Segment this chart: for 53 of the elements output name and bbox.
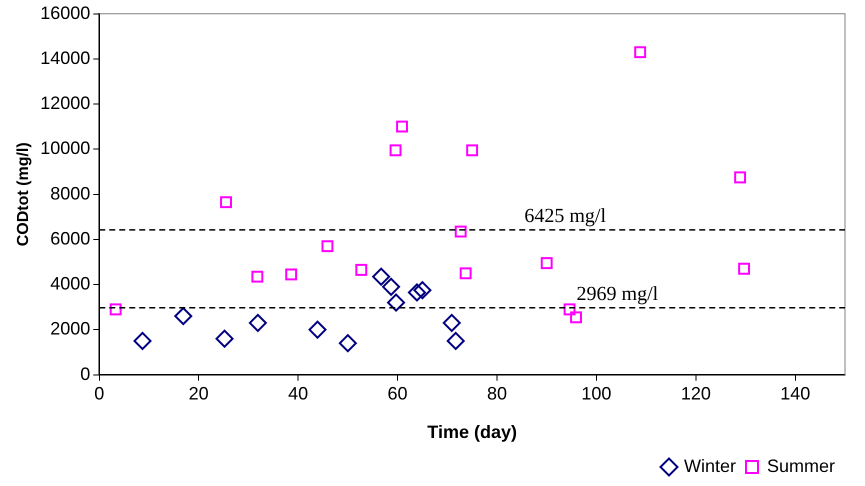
point xyxy=(460,267,472,280)
point xyxy=(110,303,122,316)
x-tick-label: 120 xyxy=(680,384,711,404)
x-tick-label: 80 xyxy=(486,384,507,404)
point xyxy=(390,144,402,156)
y-tick-label: 10000 xyxy=(40,138,90,158)
point xyxy=(134,332,152,350)
point xyxy=(446,332,465,350)
point xyxy=(220,196,232,208)
x-axis-title: Time (day) xyxy=(427,422,517,442)
y-tick-label: 14000 xyxy=(40,48,90,68)
point xyxy=(396,120,408,133)
y-axis-title: CODtot (mg/l) xyxy=(15,142,32,246)
point xyxy=(251,270,264,283)
point xyxy=(408,283,426,302)
point xyxy=(454,226,467,238)
point xyxy=(387,294,406,312)
y-tick-label: 6000 xyxy=(50,228,90,248)
point xyxy=(322,240,334,252)
x-tick-label: 60 xyxy=(388,384,408,404)
x-tick-label: 20 xyxy=(188,384,209,404)
point xyxy=(570,311,582,324)
x-tick-label: 40 xyxy=(288,384,308,404)
point xyxy=(216,330,234,348)
x-tick-label: 100 xyxy=(581,384,612,404)
y-tick-label: 2000 xyxy=(50,318,90,339)
point xyxy=(372,268,390,286)
point xyxy=(382,278,400,296)
point xyxy=(738,262,750,275)
legend-label: Summer xyxy=(766,456,836,476)
point xyxy=(734,171,746,184)
point xyxy=(466,144,478,156)
point xyxy=(413,281,432,300)
point xyxy=(442,314,461,332)
y-tick-label: 12000 xyxy=(40,93,90,114)
point xyxy=(338,334,357,352)
y-tick-label: 4000 xyxy=(50,274,90,294)
x-tick-label: 140 xyxy=(780,384,810,404)
point xyxy=(634,46,646,58)
ref-line-label: 6425 mg/l xyxy=(524,205,606,228)
point xyxy=(308,320,327,339)
point xyxy=(564,303,576,316)
point xyxy=(285,268,298,280)
point xyxy=(174,307,192,326)
point xyxy=(540,257,553,270)
legend-label: Winter xyxy=(684,456,736,476)
y-tick-label: 16000 xyxy=(40,2,90,23)
point xyxy=(355,264,368,276)
y-tick-label: 0 xyxy=(80,364,90,384)
x-tick-label: 0 xyxy=(94,384,104,404)
point xyxy=(248,314,267,332)
ref-line-label: 2969 mg/l xyxy=(576,283,659,306)
y-tick-label: 8000 xyxy=(50,183,90,204)
